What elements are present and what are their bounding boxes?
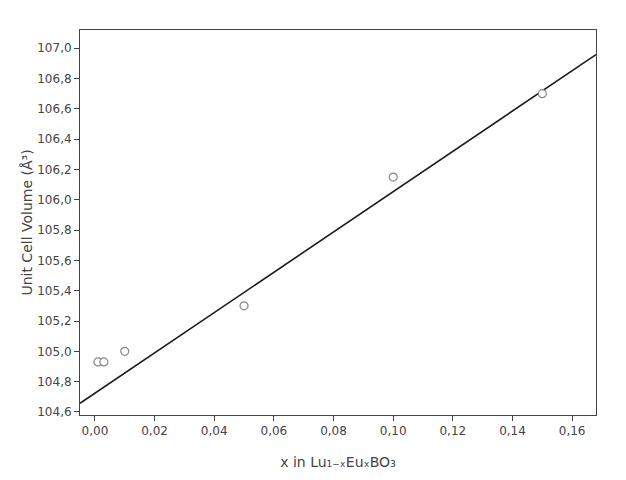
svg-text:0,16: 0,16 [559,424,586,438]
svg-text:106,8: 106,8 [37,72,71,86]
svg-text:0,02: 0,02 [141,424,168,438]
svg-text:105,8: 105,8 [37,223,71,237]
svg-text:105,4: 105,4 [37,284,71,298]
svg-text:0,10: 0,10 [380,424,407,438]
svg-text:104,8: 104,8 [37,375,71,389]
svg-text:107,0: 107,0 [37,41,71,55]
svg-text:0,14: 0,14 [499,424,526,438]
svg-text:0,00: 0,00 [82,424,109,438]
svg-text:0,04: 0,04 [201,424,228,438]
svg-text:106,4: 106,4 [37,132,71,146]
svg-text:x in Lu₁₋ₓEuₓBO₃: x in Lu₁₋ₓEuₓBO₃ [280,454,396,470]
svg-text:106,6: 106,6 [37,102,71,116]
svg-text:105,2: 105,2 [37,314,71,328]
svg-text:105,0: 105,0 [37,345,71,359]
svg-text:106,0: 106,0 [37,193,71,207]
svg-text:Unit Cell Volume (Å³): Unit Cell Volume (Å³) [19,149,35,295]
svg-text:106,2: 106,2 [37,163,71,177]
svg-text:0,08: 0,08 [320,424,347,438]
svg-text:104,6: 104,6 [37,405,71,419]
svg-text:0,12: 0,12 [439,424,466,438]
svg-text:105,6: 105,6 [37,254,71,268]
svg-text:0,06: 0,06 [261,424,288,438]
